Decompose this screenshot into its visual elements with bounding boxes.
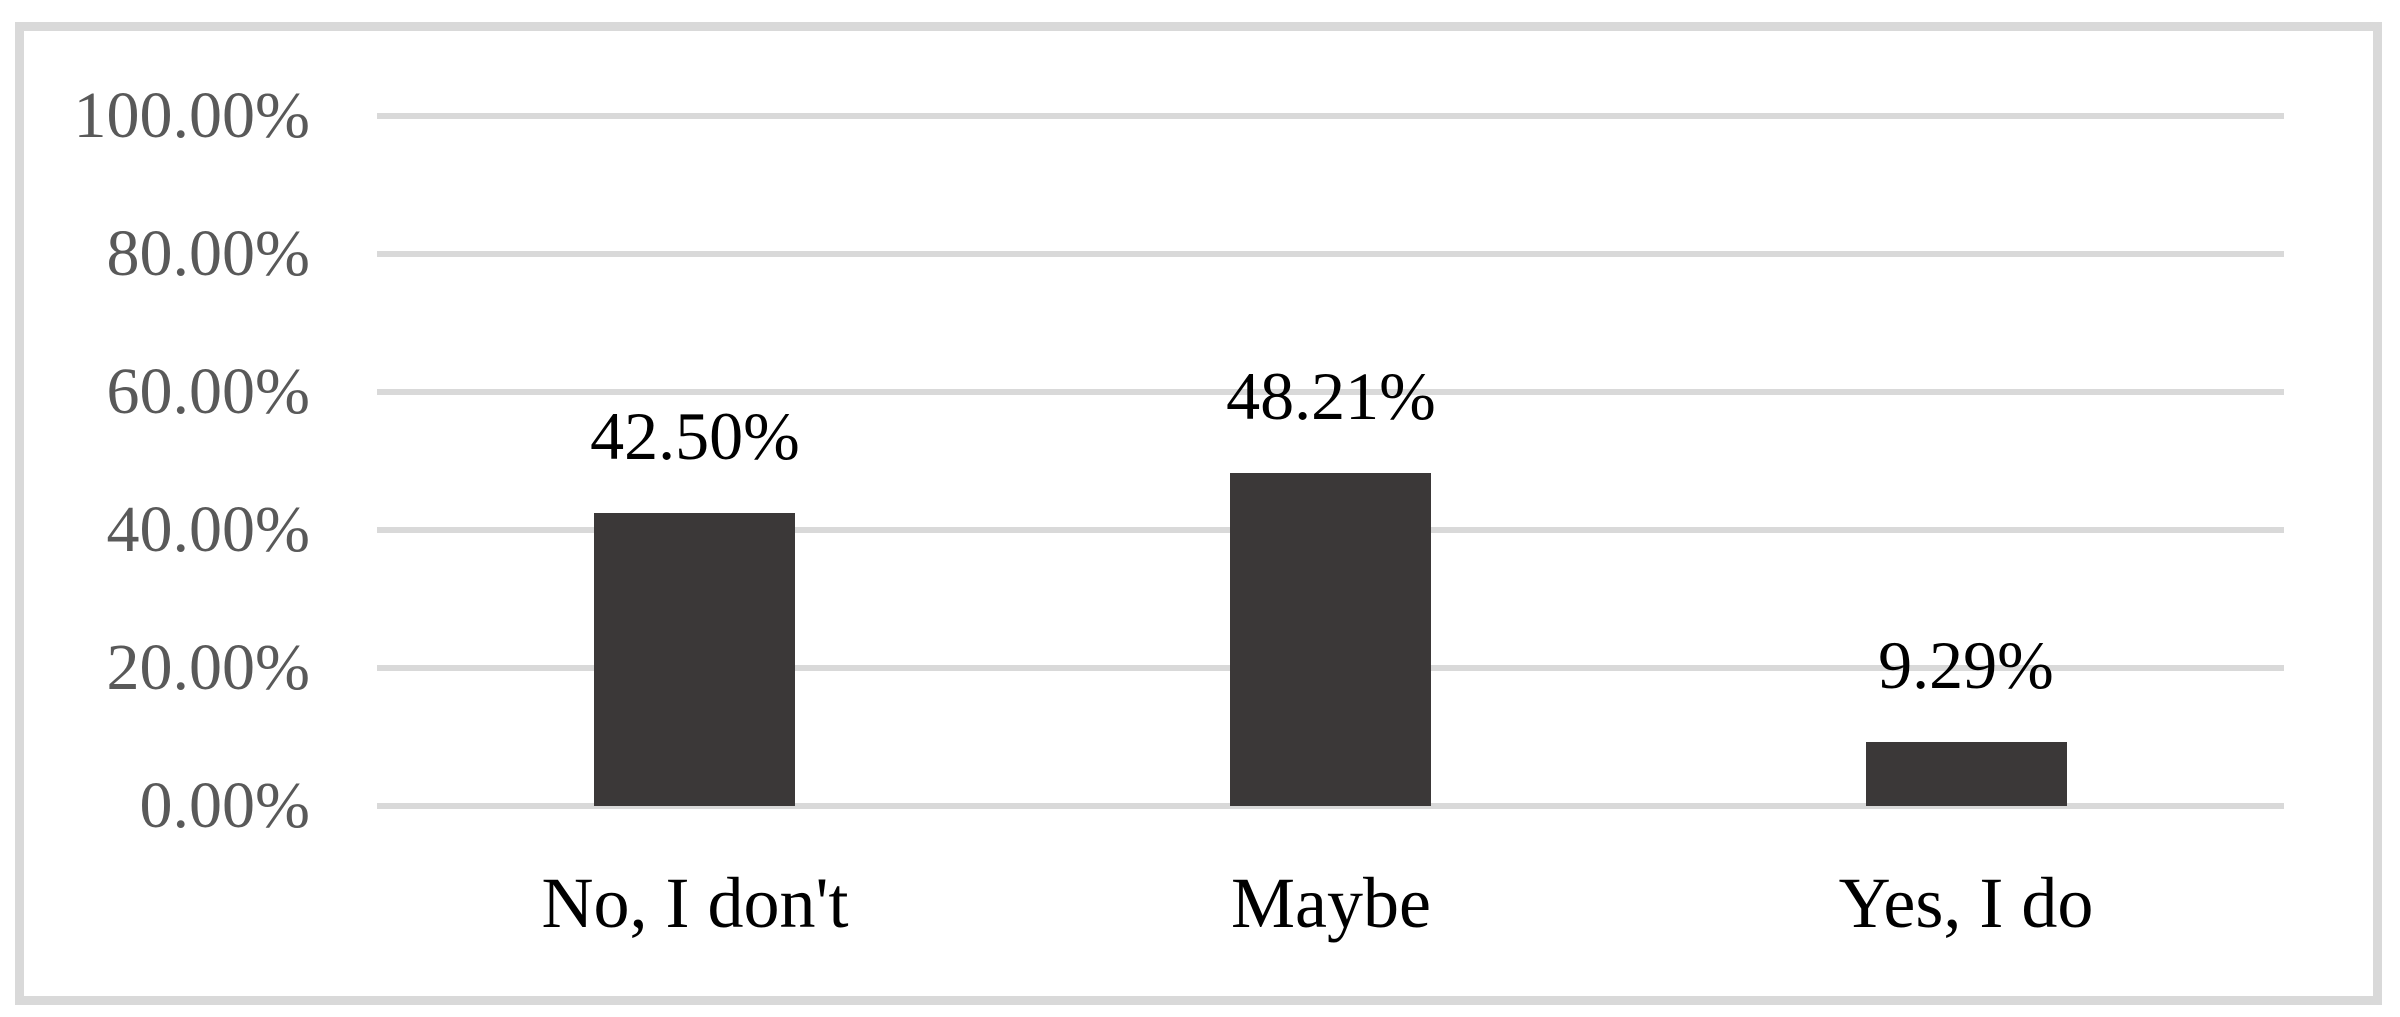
y-axis-tick-label: 100.00% bbox=[73, 79, 310, 152]
bar-data-label: 9.29% bbox=[1878, 627, 2054, 703]
category-label: No, I don't bbox=[541, 863, 849, 943]
gridline bbox=[377, 389, 2284, 395]
y-axis-tick-label: 20.00% bbox=[106, 631, 310, 704]
y-axis-tick-label: 60.00% bbox=[106, 355, 310, 428]
gridline bbox=[377, 803, 2284, 809]
y-axis-tick-label: 80.00% bbox=[106, 217, 310, 290]
chart-frame bbox=[15, 22, 2382, 1005]
y-axis-tick-label: 0.00% bbox=[139, 769, 310, 842]
bar bbox=[594, 513, 795, 806]
bar bbox=[1866, 742, 2067, 806]
gridline bbox=[377, 251, 2284, 257]
bar-data-label: 42.50% bbox=[590, 398, 800, 474]
gridline bbox=[377, 113, 2284, 119]
category-label: Yes, I do bbox=[1838, 863, 2094, 943]
bar bbox=[1230, 473, 1431, 806]
category-label: Maybe bbox=[1231, 863, 1431, 943]
bar-data-label: 48.21% bbox=[1226, 358, 1436, 434]
y-axis-tick-label: 40.00% bbox=[106, 493, 310, 566]
